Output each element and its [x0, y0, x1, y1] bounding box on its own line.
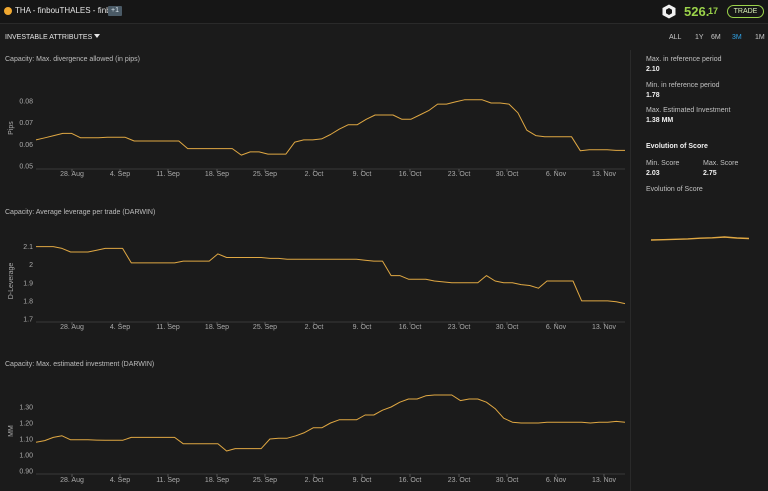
max-score-label: Max. Score [703, 160, 738, 167]
x-tick-label: 6. Nov [546, 324, 567, 331]
x-tick-label: 13. Nov [592, 477, 617, 484]
max-investment-value: 1.38 MM [646, 117, 673, 124]
x-tick-label: 16. Oct [399, 324, 422, 331]
x-tick-label: 25. Sep [253, 477, 277, 484]
x-tick-label: 4. Sep [110, 477, 130, 484]
x-tick-label: 16. Oct [399, 477, 422, 484]
x-tick-label: 2. Oct [305, 324, 324, 331]
score-integer: 526. [684, 4, 709, 19]
sub-header: INVESTABLE ATTRIBUTES ALL 1Y 6M 3M 1M [0, 24, 768, 50]
evolution-score-subtitle: Evolution of Score [646, 186, 703, 193]
x-tick-label: 30. Oct [496, 171, 519, 178]
y-axis-title: MM [8, 425, 15, 437]
max-ref-value: 2.10 [646, 66, 660, 73]
x-tick-label: 30. Oct [496, 477, 519, 484]
x-tick-label: 23. Oct [448, 324, 471, 331]
caret-down-icon [94, 34, 100, 38]
y-tick-label: 0.90 [19, 469, 33, 476]
series-line [36, 100, 625, 155]
y-tick-label: 1.10 [19, 437, 33, 444]
x-tick-label: 30. Oct [496, 324, 519, 331]
chart-panel-divergence: Capacity: Max. divergence allowed (in pi… [0, 50, 630, 182]
min-score-value: 2.03 [646, 170, 660, 177]
y-tick-label: 2.1 [23, 244, 33, 251]
x-tick-label: 4. Sep [110, 171, 130, 178]
score-decimal: 17 [708, 6, 718, 16]
x-tick-label: 2. Oct [305, 171, 324, 178]
x-tick-label: 9. Oct [353, 324, 372, 331]
investment-chart[interactable]: 1.30 1.20 1.10 1.00 0.90 MM 28. Aug 4. Sep 11. S… [0, 355, 630, 491]
leverage-chart[interactable]: 2.1 2 1.9 1.8 1.7 D-Leverage 28. Aug 4. Sep 11. … [0, 203, 630, 333]
x-tick-label: 4. Sep [110, 324, 130, 331]
max-investment-label: Max. Estimated Investment [646, 107, 730, 114]
evolution-score-title: Evolution of Score [646, 143, 708, 150]
trade-button[interactable]: TRADE [727, 5, 764, 18]
min-ref-value: 1.78 [646, 92, 660, 99]
chart-panel-investment: Capacity: Max. estimated investment (DAR… [0, 355, 630, 491]
y-tick-label: 0.08 [19, 98, 33, 105]
x-tick-label: 11. Sep [156, 477, 180, 484]
min-ref-label: Min. in reference period [646, 82, 720, 89]
series-line [36, 395, 625, 451]
sparkline-path [651, 237, 749, 240]
x-tick-label: 28. Aug [60, 324, 84, 331]
x-tick-label: 18. Sep [205, 171, 229, 178]
tab-1y[interactable]: 1Y [695, 34, 704, 41]
panel-divider [630, 50, 631, 491]
tab-all[interactable]: ALL [669, 34, 681, 41]
x-tick-label: 28. Aug [60, 171, 84, 178]
darwinex-logo-icon [662, 4, 676, 19]
x-tick-label: 28. Aug [60, 477, 84, 484]
max-ref-label: Max. in reference period [646, 56, 721, 63]
series-line [36, 247, 625, 304]
x-tick-label: 23. Oct [448, 171, 471, 178]
x-tick-label: 23. Oct [448, 477, 471, 484]
y-axis-title: D-Leverage [8, 263, 15, 300]
evolution-score-sparkline [636, 232, 756, 244]
y-axis-title: Pips [8, 121, 15, 135]
x-tick-label: 25. Sep [253, 171, 277, 178]
tab-1m[interactable]: 1M [755, 34, 765, 41]
tab-6m[interactable]: 6M [711, 34, 721, 41]
title-badge: +1 [108, 6, 122, 16]
x-tick-label: 2. Oct [305, 477, 324, 484]
x-tick-label: 18. Sep [205, 324, 229, 331]
y-tick-label: 1.8 [23, 298, 33, 305]
x-tick-label: 25. Sep [253, 324, 277, 331]
top-bar: THA - finbouTHALES - finbou +1 526. 17 T… [0, 0, 768, 24]
darwin-title[interactable]: THA - finbouTHALES - finbou [15, 6, 120, 15]
x-tick-label: 16. Oct [399, 171, 422, 178]
y-tick-label: 1.20 [19, 421, 33, 428]
x-tick-label: 11. Sep [156, 324, 180, 331]
x-tick-label: 13. Nov [592, 171, 617, 178]
x-tick-label: 13. Nov [592, 324, 617, 331]
investable-attributes-dropdown[interactable]: INVESTABLE ATTRIBUTES [5, 34, 100, 41]
chart-panel-leverage: Capacity: Average leverage per trade (DA… [0, 203, 630, 333]
y-tick-label: 1.9 [23, 280, 33, 287]
y-tick-label: 0.07 [19, 120, 33, 127]
y-tick-label: 0.06 [19, 142, 33, 149]
x-tick-label: 11. Sep [156, 171, 180, 178]
x-tick-label: 18. Sep [205, 477, 229, 484]
x-tick-label: 6. Nov [546, 477, 567, 484]
x-tick-label: 9. Oct [353, 171, 372, 178]
divergence-chart[interactable]: 0.08 0.07 0.06 0.05 Pips 28. Aug 4. Sep 11. Sep… [0, 50, 630, 182]
tab-3m[interactable]: 3M [732, 34, 742, 41]
y-tick-label: 1.7 [23, 317, 33, 324]
y-tick-label: 2 [29, 262, 33, 269]
x-tick-label: 9. Oct [353, 477, 372, 484]
y-tick-label: 1.30 [19, 405, 33, 412]
y-tick-label: 1.00 [19, 453, 33, 460]
x-tick-label: 6. Nov [546, 171, 567, 178]
status-dot-icon [4, 7, 12, 15]
investable-attributes-label: INVESTABLE ATTRIBUTES [5, 34, 92, 41]
max-score-value: 2.75 [703, 170, 717, 177]
y-tick-label: 0.05 [19, 164, 33, 171]
min-score-label: Min. Score [646, 160, 679, 167]
